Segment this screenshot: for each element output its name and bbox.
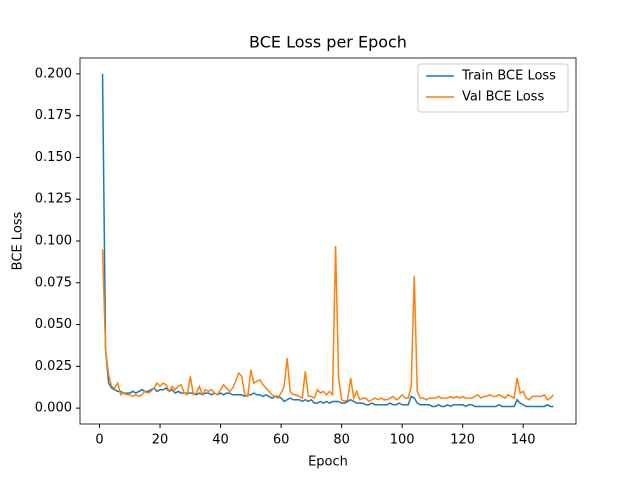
y-tick-label: 0.125 <box>35 192 72 207</box>
y-tick-label: 0.075 <box>35 275 72 290</box>
chart-title: BCE Loss per Epoch <box>249 33 407 52</box>
legend-label: Train BCE Loss <box>461 69 556 84</box>
x-tick-label: 20 <box>152 433 169 448</box>
axes-frame <box>79 57 577 425</box>
x-tick-label: 80 <box>333 433 350 448</box>
x-tick-label: 140 <box>511 433 536 448</box>
x-tick-label: 120 <box>450 433 475 448</box>
x-axis-label: Epoch <box>308 455 348 470</box>
y-tick-label: 0.100 <box>35 234 72 249</box>
series-line <box>101 73 554 408</box>
x-tick-label: 0 <box>95 433 103 448</box>
x-tick-label: 100 <box>390 433 415 448</box>
x-tick-label: 60 <box>273 433 290 448</box>
x-tick-label: 40 <box>212 433 229 448</box>
y-tick-label: 0.150 <box>35 150 72 165</box>
y-tick-label: 0.050 <box>35 317 72 332</box>
y-tick-label: 0.200 <box>35 66 72 81</box>
y-axis-label: BCE Loss <box>11 211 26 270</box>
y-tick-label: 0.000 <box>35 401 72 416</box>
legend-box <box>417 63 569 113</box>
series-line <box>101 245 555 403</box>
y-tick-label: 0.025 <box>35 359 72 374</box>
legend-label: Val BCE Loss <box>462 90 544 105</box>
y-tick-label: 0.175 <box>35 108 72 123</box>
